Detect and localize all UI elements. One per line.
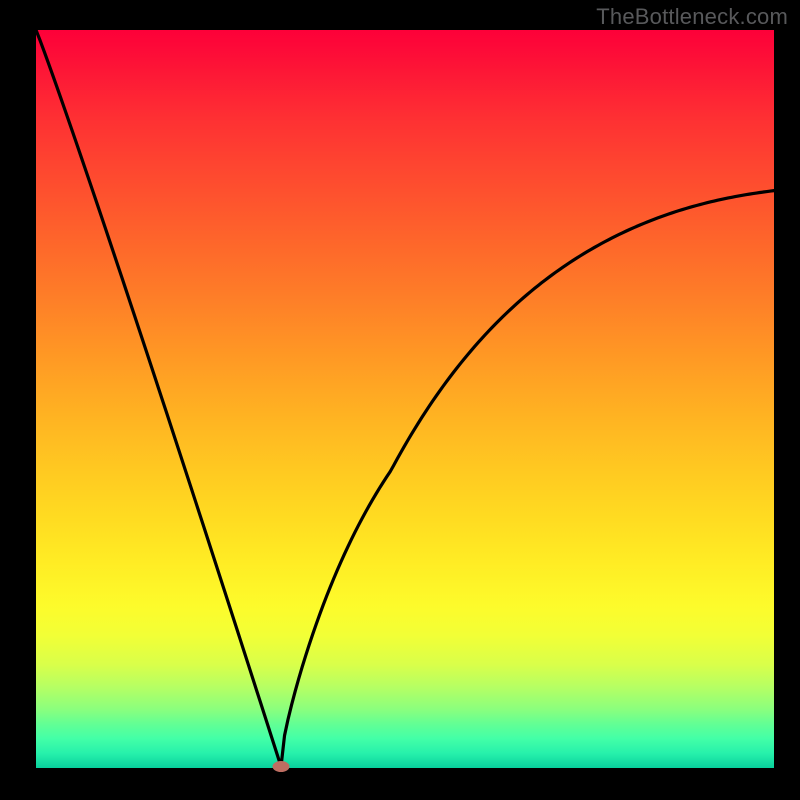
vertex-marker [273, 762, 289, 772]
gradient-background [36, 30, 774, 768]
watermark-label: TheBottleneck.com [596, 4, 788, 30]
bottleneck-chart-svg [0, 0, 800, 800]
chart-frame: TheBottleneck.com [0, 0, 800, 800]
